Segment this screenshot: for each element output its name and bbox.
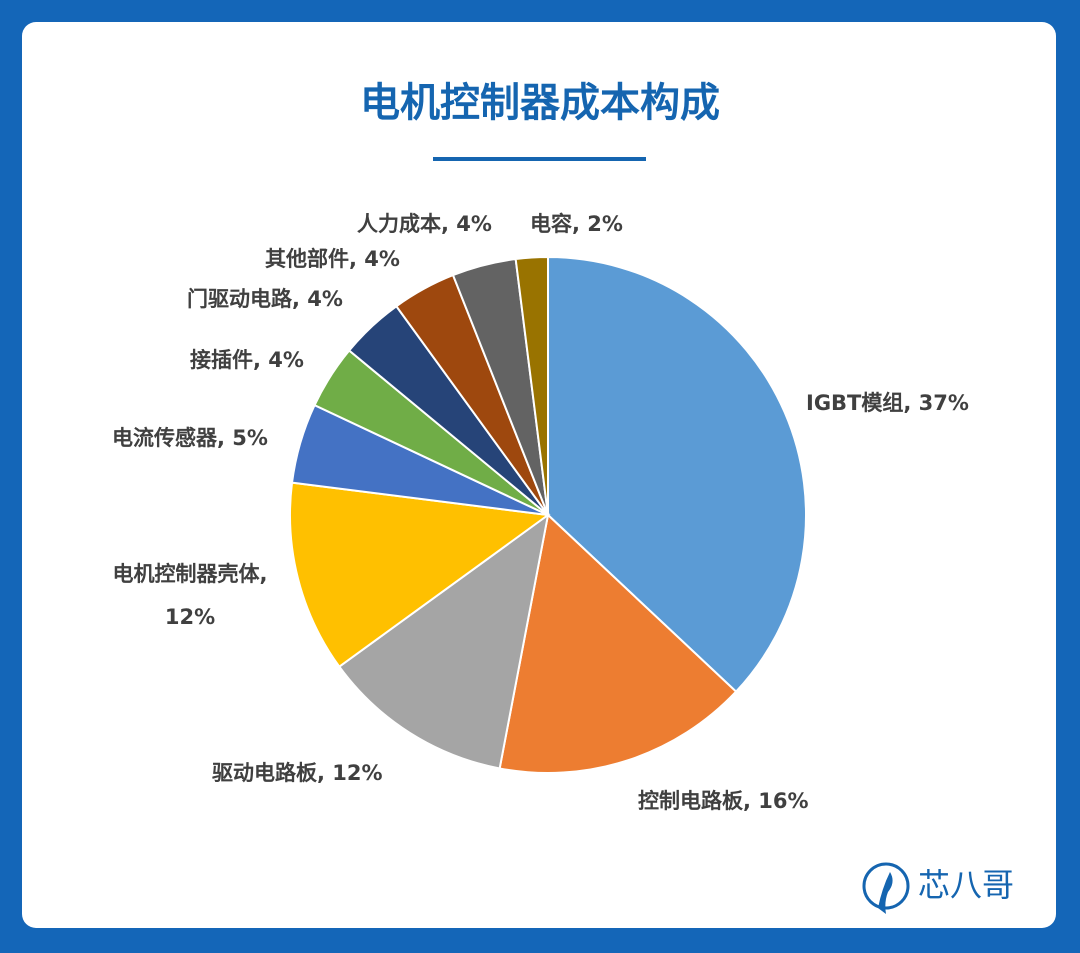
- data-label: 人力成本, 4%: [357, 212, 492, 236]
- pie-slice: [547, 255, 807, 694]
- brand: 芯八哥: [918, 866, 1015, 904]
- pie-slice: [337, 512, 550, 770]
- pie-slice: [514, 255, 549, 516]
- data-label: 控制电路板, 16%: [638, 789, 809, 813]
- data-label: 电流传感器, 5%: [112, 426, 268, 450]
- data-label: 电容, 2%: [530, 212, 623, 236]
- data-label: 接插件, 4%: [190, 348, 304, 372]
- chart-title: 电机控制器成本构成: [360, 80, 720, 126]
- data-label: 驱动电路板, 12%: [212, 761, 383, 785]
- pie-slice: [498, 513, 738, 774]
- title-rule: [433, 157, 646, 161]
- data-label: 门驱动电路, 4%: [187, 287, 343, 311]
- data-label: IGBT模组, 37%: [806, 391, 969, 415]
- logo-icon: [862, 862, 910, 914]
- data-label: 电机控制器壳体, 12%: [112, 562, 268, 629]
- data-label: 其他部件, 4%: [265, 247, 400, 271]
- pie-slice: [289, 481, 551, 669]
